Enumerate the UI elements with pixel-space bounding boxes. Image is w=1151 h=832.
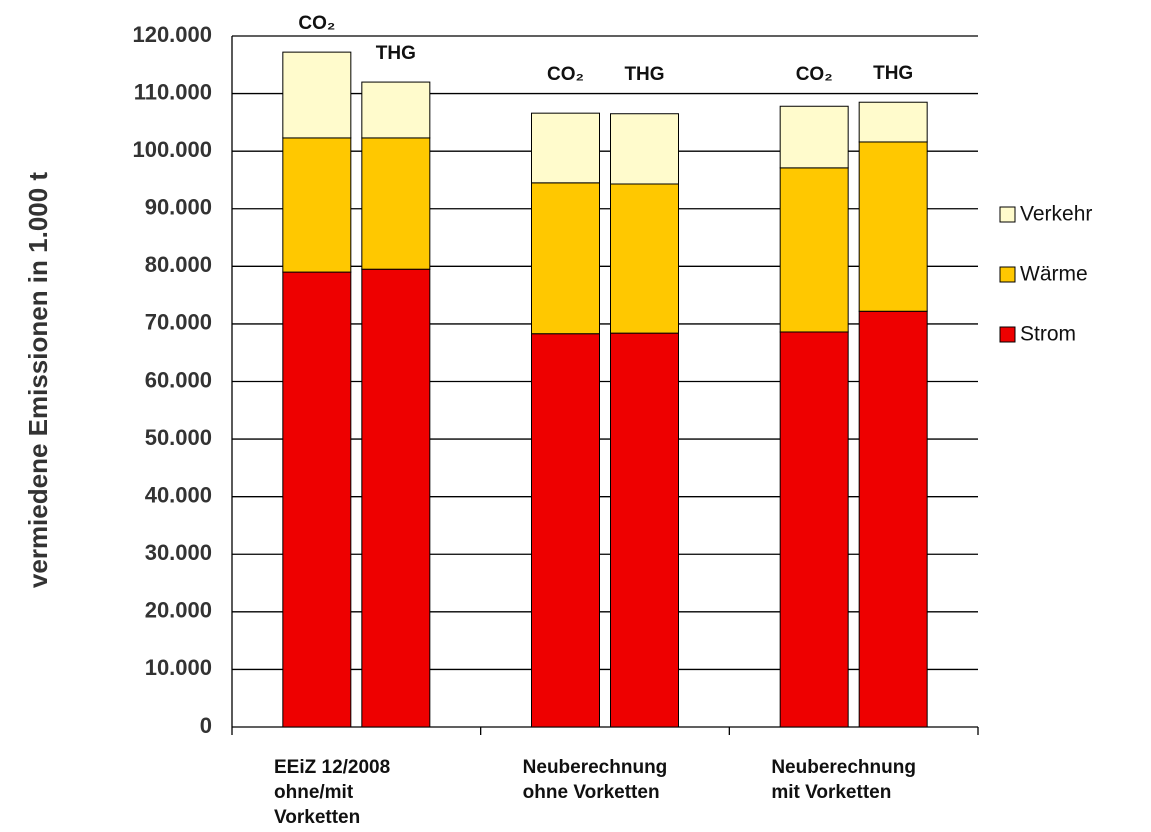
x-tick-label: Vorketten: [274, 807, 360, 828]
legend-label: Wärme: [1020, 263, 1088, 286]
y-tick-label: 120.000: [132, 22, 212, 47]
bar-segment: [361, 81, 431, 139]
y-tick-label: 10.000: [145, 655, 212, 680]
bar-label: CO₂: [547, 64, 584, 85]
legend-swatch: [999, 326, 1016, 343]
y-tick-label: 50.000: [145, 425, 212, 450]
y-tick-label: 90.000: [145, 195, 212, 220]
y-tick-label: 30.000: [145, 540, 212, 565]
bar-segment: [361, 137, 431, 270]
y-axis-title: vermiedene Emissionen in 1.000 t: [23, 172, 53, 589]
x-tick-label: EEiZ 12/2008: [274, 757, 390, 778]
bar-segment: [610, 332, 679, 728]
bar-segment: [531, 112, 600, 184]
bar-segment: [531, 333, 600, 728]
bar-segment: [858, 141, 928, 312]
y-tick-label: 40.000: [145, 482, 212, 507]
bar-segment: [858, 310, 928, 728]
legend-swatch: [999, 266, 1016, 283]
bar-segment: [779, 105, 849, 169]
bar-segment: [531, 182, 600, 335]
bar-label: THG: [624, 64, 664, 85]
bar-segment: [282, 137, 352, 273]
legend-swatch: [999, 206, 1016, 223]
x-tick-label: ohne/mit: [274, 782, 354, 803]
y-tick-label: 80.000: [145, 252, 212, 277]
bar-segment: [779, 167, 849, 333]
y-tick-label: 0: [200, 713, 212, 738]
y-tick-label: 100.000: [132, 137, 212, 162]
bar-label: THG: [873, 63, 913, 84]
bar-label: CO₂: [796, 64, 833, 85]
bar-label: CO₂: [298, 13, 335, 34]
bar-segment: [610, 113, 679, 185]
x-tick-label: mit Vorketten: [771, 782, 891, 803]
legend-label: Verkehr: [1020, 203, 1092, 226]
y-tick-label: 70.000: [145, 310, 212, 335]
bar-segment: [282, 51, 352, 139]
bar-segment: [610, 183, 679, 334]
y-tick-label: 110.000: [134, 79, 212, 104]
bar-segment: [779, 331, 849, 728]
bar-segment: [282, 271, 352, 728]
x-tick-label: Neuberechnung: [771, 757, 916, 778]
bar-segment: [858, 101, 928, 143]
x-tick-label: ohne Vorketten: [523, 782, 660, 803]
x-tick-label: Neuberechnung: [523, 757, 668, 778]
y-tick-label: 60.000: [145, 367, 212, 392]
bar-segment: [361, 268, 431, 728]
y-tick-label: 20.000: [145, 598, 212, 623]
bar-label: THG: [376, 43, 416, 64]
legend-label: Strom: [1020, 323, 1076, 346]
